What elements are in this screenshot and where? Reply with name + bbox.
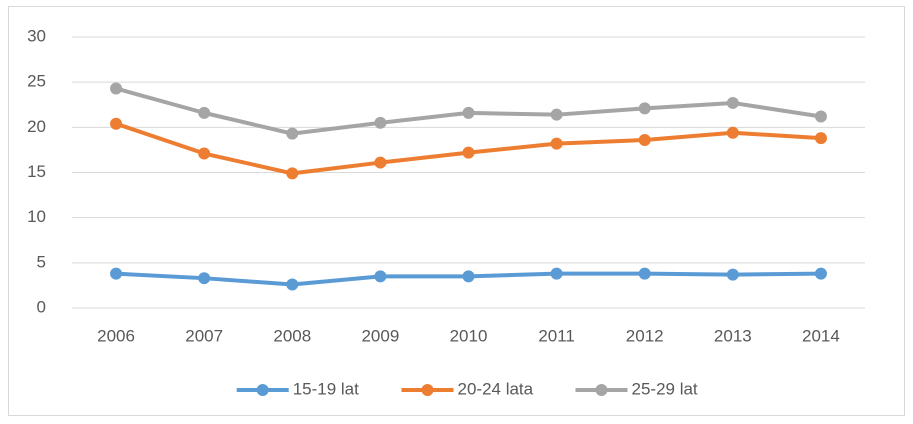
point-marker bbox=[638, 133, 651, 146]
point-marker bbox=[814, 110, 827, 123]
point-marker bbox=[726, 126, 739, 139]
point-marker bbox=[462, 146, 475, 159]
y-tick-label: 25 bbox=[27, 72, 46, 91]
point-marker bbox=[638, 102, 651, 115]
legend-marker bbox=[256, 384, 269, 396]
point-marker bbox=[462, 106, 475, 119]
point-marker bbox=[550, 137, 563, 150]
y-tick-label: 30 bbox=[27, 26, 46, 45]
x-tick-label: 2010 bbox=[450, 326, 488, 345]
legend-label: 15-19 lat bbox=[293, 379, 359, 398]
point-marker bbox=[110, 117, 123, 130]
point-marker bbox=[726, 96, 739, 109]
y-tick-label: 20 bbox=[27, 117, 46, 136]
point-marker bbox=[198, 106, 211, 119]
x-tick-label: 2006 bbox=[97, 326, 135, 345]
legend-marker bbox=[595, 384, 608, 396]
x-tick-label: 2014 bbox=[802, 326, 840, 345]
x-tick-label: 2008 bbox=[273, 326, 311, 345]
x-tick-label: 2011 bbox=[538, 326, 575, 345]
point-marker bbox=[726, 268, 739, 281]
point-marker bbox=[374, 270, 387, 283]
point-marker bbox=[286, 167, 299, 180]
y-tick-label: 0 bbox=[37, 297, 46, 316]
point-marker bbox=[374, 156, 387, 169]
x-tick-label: 2012 bbox=[626, 326, 664, 345]
point-marker bbox=[550, 267, 563, 280]
point-marker bbox=[198, 147, 211, 160]
point-marker bbox=[198, 272, 211, 285]
point-marker bbox=[638, 267, 651, 280]
point-marker bbox=[374, 116, 387, 129]
point-marker bbox=[110, 267, 123, 280]
legend-label: 25-29 lat bbox=[632, 379, 698, 398]
point-marker bbox=[110, 82, 123, 95]
x-tick-label: 2009 bbox=[361, 326, 399, 345]
point-marker bbox=[462, 270, 475, 283]
legend-label: 20-24 lata bbox=[458, 379, 534, 398]
x-tick-label: 2013 bbox=[714, 326, 752, 345]
y-tick-label: 5 bbox=[37, 252, 46, 271]
point-marker bbox=[286, 278, 299, 291]
y-tick-label: 15 bbox=[27, 162, 46, 181]
y-tick-label: 10 bbox=[27, 207, 46, 226]
point-marker bbox=[814, 267, 827, 280]
x-tick-label: 2007 bbox=[185, 326, 223, 345]
point-marker bbox=[286, 127, 299, 140]
legend-marker bbox=[421, 384, 434, 396]
point-marker bbox=[814, 132, 827, 145]
point-marker bbox=[550, 108, 563, 121]
chart-border bbox=[8, 6, 905, 416]
